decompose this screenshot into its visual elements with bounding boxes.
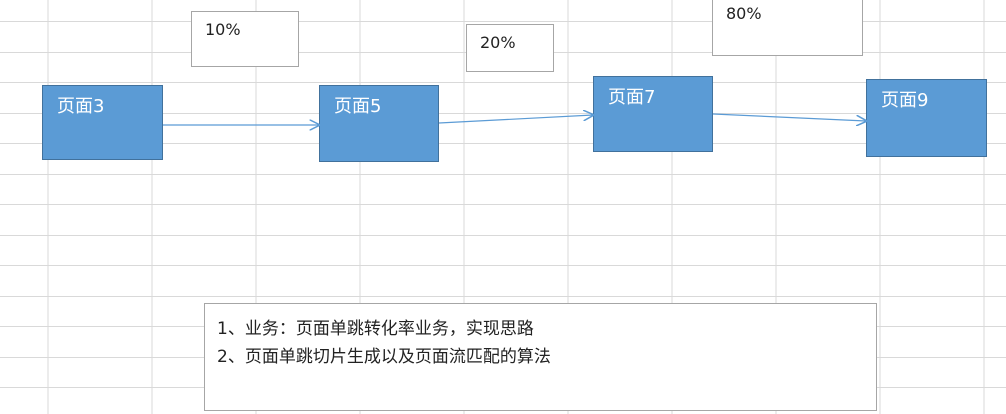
conversion-rate-label-1: 10% bbox=[191, 11, 299, 67]
note-line-2: 2、页面单跳切片生成以及页面流匹配的算法 bbox=[217, 347, 551, 367]
page-node-5[interactable]: 页面5 bbox=[319, 85, 439, 162]
conversion-rate-label-3: 80% bbox=[712, 0, 863, 56]
notes-textbox: 1、业务：页面单跳转化率业务，实现思路 2、页面单跳切片生成以及页面流匹配的算法 bbox=[204, 303, 877, 411]
note-line-1: 1、业务：页面单跳转化率业务，实现思路 bbox=[217, 319, 534, 339]
page-node-7[interactable]: 页面7 bbox=[593, 76, 713, 152]
conversion-rate-label-2: 20% bbox=[466, 24, 554, 72]
page-node-9[interactable]: 页面9 bbox=[866, 79, 987, 157]
page-node-3[interactable]: 页面3 bbox=[42, 85, 163, 160]
